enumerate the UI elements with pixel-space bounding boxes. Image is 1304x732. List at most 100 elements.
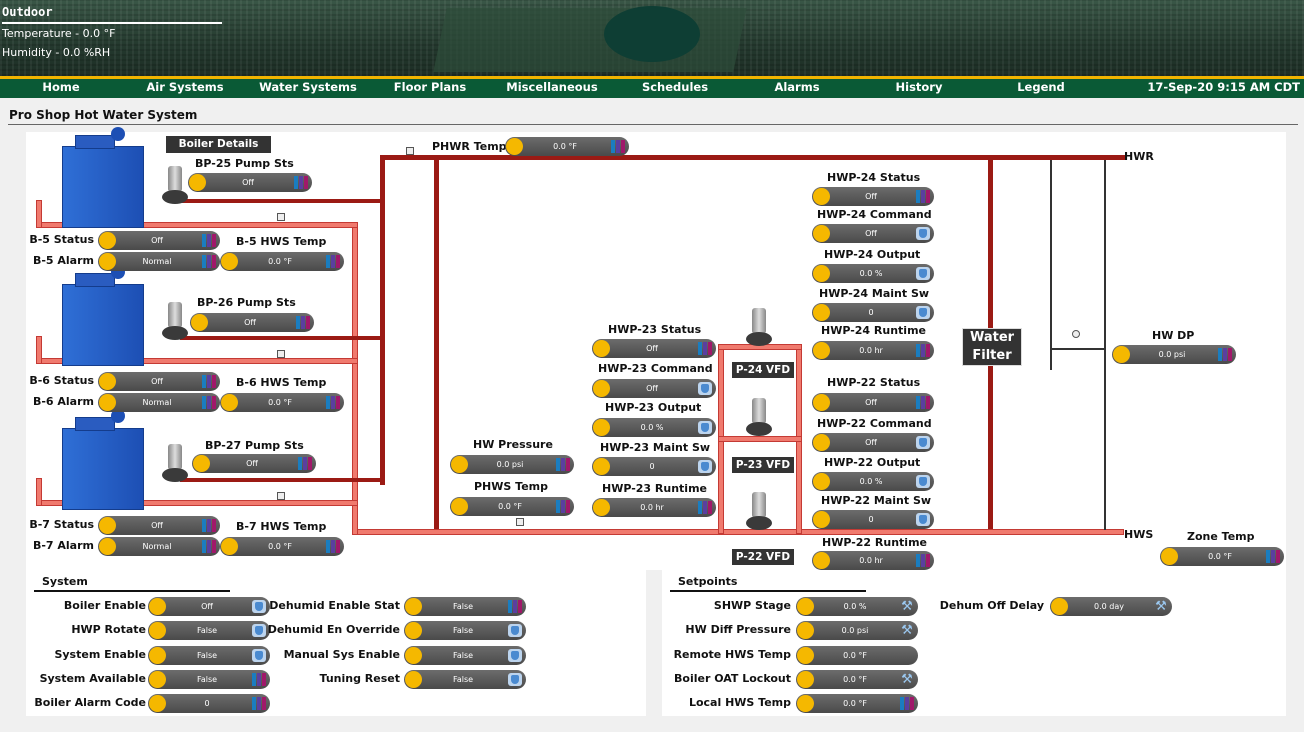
hand-icon	[916, 267, 930, 280]
phws-value: 0.0 °F	[498, 502, 522, 511]
shwp-stage-pill[interactable]: 0.0 % ⚒	[796, 597, 918, 616]
nav-air-systems[interactable]: Air Systems	[146, 80, 224, 94]
hwp22-output-label: HWP-22 Output	[824, 456, 921, 469]
hwp24-maint-pill[interactable]: 0	[812, 303, 934, 322]
stadium-field	[433, 8, 747, 72]
boiler-details-button[interactable]: Boiler Details	[166, 136, 271, 153]
hw-dp-pill[interactable]: 0.0 psi	[1112, 345, 1236, 364]
p24-vfd-label[interactable]: P-24 VFD	[732, 362, 794, 378]
b5-hws-pill[interactable]: 0.0 °F	[220, 252, 344, 271]
system-enable-pill[interactable]: False	[148, 645, 270, 665]
hwp22-maint-pill[interactable]: 0	[812, 510, 934, 529]
b7-status-pill[interactable]: Off	[98, 516, 220, 535]
status-knob	[405, 646, 422, 664]
hw-pressure-pill[interactable]: 0.0 psi	[450, 455, 574, 474]
p23-vfd-label[interactable]: P-23 VFD	[732, 457, 794, 473]
hwp24-runtime-pill[interactable]: 0.0 hr	[812, 341, 934, 360]
manual-sys-enable-pill[interactable]: False	[404, 645, 526, 665]
phwr-pill[interactable]: 0.0 °F	[505, 137, 629, 156]
nav-schedules[interactable]: Schedules	[641, 80, 709, 94]
dehumid-enable-stat-pill[interactable]: False	[404, 597, 526, 616]
hwp23-command-pill[interactable]: Off	[592, 379, 716, 398]
hwp24-output-pill[interactable]: 0.0 %	[812, 264, 934, 283]
bp26-status-pill[interactable]: Off	[190, 313, 314, 332]
hwp23-runtime-value: 0.0 hr	[640, 503, 664, 512]
nav-floor-plans[interactable]: Floor Plans	[393, 80, 467, 94]
pump-p23-icon[interactable]	[744, 398, 778, 438]
hwp22-command-pill[interactable]: Off	[812, 433, 934, 452]
b7-return-pipe	[180, 478, 385, 482]
bp25-status-pill[interactable]: Off	[188, 173, 312, 192]
boiler-b6[interactable]	[62, 265, 144, 366]
nav-home[interactable]: Home	[42, 80, 80, 94]
hw-diff-pressure-pill[interactable]: 0.0 psi ⚒	[796, 621, 918, 641]
system-available-pill[interactable]: False	[148, 669, 270, 689]
hw-pressure-value: 0.0 psi	[496, 460, 524, 469]
hwp23-maint-label: HWP-23 Maint Sw	[600, 441, 711, 454]
b5-status-pill[interactable]: Off	[98, 231, 220, 250]
pump-bp27-icon[interactable]	[160, 444, 194, 484]
boiler-alarm-code-pill[interactable]: 0	[148, 694, 270, 714]
remote-hws-temp-pill[interactable]: 0.0 °F	[796, 645, 918, 665]
hwr-pipe	[380, 155, 1125, 160]
dehum-off-delay-pill[interactable]: 0.0 day ⚒	[1050, 597, 1172, 616]
pump-bp25-icon[interactable]	[160, 166, 194, 206]
dehumid-en-override-pill[interactable]: False	[404, 621, 526, 641]
nav-alarms[interactable]: Alarms	[774, 80, 820, 94]
chart-icon	[1266, 550, 1280, 563]
page-title: Pro Shop Hot Water System	[9, 108, 198, 122]
dehumid-en-override-value: False	[452, 626, 474, 636]
hwp23-status-pill[interactable]: Off	[592, 339, 716, 358]
nav-miscellaneous[interactable]: Miscellaneous	[506, 80, 598, 94]
pump-p22-icon[interactable]	[744, 492, 778, 532]
p22-vfd-label[interactable]: P-22 VFD	[732, 549, 794, 565]
pump-p24-icon[interactable]	[744, 308, 778, 348]
bp27-status-pill[interactable]: Off	[192, 454, 316, 473]
wrench-icon: ⚒	[901, 623, 913, 639]
outdoor-conditions: Outdoor Temperature - 0.0 °F Humidity - …	[2, 3, 222, 62]
hwp22-runtime-value: 0.0 hr	[859, 556, 883, 565]
hwp24-status-pill[interactable]: Off	[812, 187, 934, 206]
water-filter[interactable]: Water Filter	[962, 328, 1022, 366]
hwp23-maint-pill[interactable]: 0	[592, 457, 716, 476]
hwp24-maint-label: HWP-24 Maint Sw	[819, 287, 930, 300]
nav-history[interactable]: History	[895, 80, 943, 94]
hwp22-status-pill[interactable]: Off	[812, 393, 934, 412]
b6-alarm-pill[interactable]: Normal	[98, 393, 220, 412]
hwp24-command-pill[interactable]: Off	[812, 224, 934, 243]
header-banner: Outdoor Temperature - 0.0 °F Humidity - …	[0, 0, 1304, 76]
boiler-b5[interactable]	[62, 127, 144, 228]
hand-icon	[916, 227, 930, 240]
hws-pipe	[352, 529, 1124, 535]
hand-icon	[698, 460, 712, 473]
hand-icon	[252, 624, 266, 638]
b6-status-pill[interactable]: Off	[98, 372, 220, 391]
b7-alarm-pill[interactable]: Normal	[98, 537, 220, 556]
nav-water-systems[interactable]: Water Systems	[259, 80, 357, 94]
hand-icon	[916, 513, 930, 526]
local-hws-temp-pill[interactable]: 0.0 °F	[796, 694, 918, 714]
wrench-icon: ⚒	[1155, 599, 1167, 614]
hwp23-output-pill[interactable]: 0.0 %	[592, 418, 716, 437]
boiler-oat-lockout-pill[interactable]: 0.0 °F ⚒	[796, 669, 918, 689]
tuning-reset-pill[interactable]: False	[404, 669, 526, 689]
status-knob	[797, 622, 814, 640]
b6-hws-pill[interactable]: 0.0 °F	[220, 393, 344, 412]
phws-pill[interactable]: 0.0 °F	[450, 497, 574, 516]
hwp23-runtime-pill[interactable]: 0.0 hr	[592, 498, 716, 517]
hwp22-runtime-pill[interactable]: 0.0 hr	[812, 551, 934, 570]
b5-hws-label: B-5 HWS Temp	[236, 235, 327, 248]
b7-hws-pill[interactable]: 0.0 °F	[220, 537, 344, 556]
boiler-b7[interactable]	[62, 409, 144, 510]
nav-legend[interactable]: Legend	[1017, 80, 1065, 94]
b5-alarm-pill[interactable]: Normal	[98, 252, 220, 271]
b5-hws-value: 0.0 °F	[268, 257, 292, 266]
hand-icon	[916, 436, 930, 449]
boiler-enable-label: Boiler Enable	[63, 599, 146, 612]
hwp22-output-pill[interactable]: 0.0 %	[812, 472, 934, 491]
zone-temp-pill[interactable]: 0.0 °F	[1160, 547, 1284, 566]
chart-icon	[916, 396, 930, 409]
hwp-rotate-pill[interactable]: False	[148, 621, 270, 641]
pump-bp26-icon[interactable]	[160, 302, 194, 342]
boiler-enable-pill[interactable]: Off	[148, 597, 270, 616]
